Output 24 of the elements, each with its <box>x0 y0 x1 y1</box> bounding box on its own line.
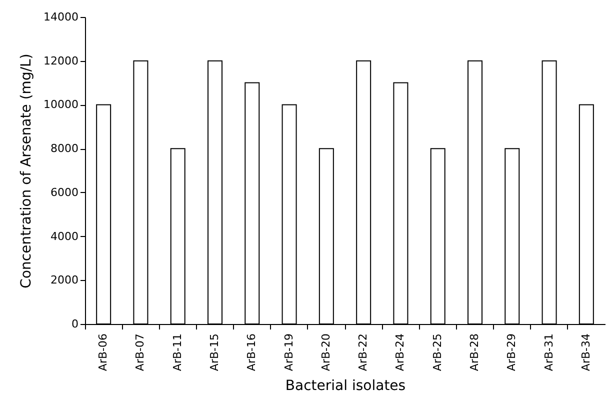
x-tick-label: ArB-15 <box>208 334 221 372</box>
y-tick-label: 14000 <box>44 10 78 24</box>
x-tick-label: ArB-25 <box>430 334 444 372</box>
x-tick-label: ArB-29 <box>505 334 518 372</box>
x-tick-label: ArB-22 <box>356 334 370 372</box>
x-tick-label: ArB-11 <box>170 334 184 372</box>
x-tick-label: ArB-28 <box>468 334 481 372</box>
x-tick-label: ArB-34 <box>579 334 592 372</box>
y-tick-label: 4000 <box>50 230 78 243</box>
y-axis-title: Concentration of Arsenate (mg/L) <box>18 54 35 288</box>
y-tick-label: 8000 <box>50 142 78 156</box>
x-tick-label: ArB-07 <box>134 334 147 372</box>
y-tick-label: 6000 <box>50 186 78 199</box>
x-tick-label: ArB-24 <box>394 334 407 372</box>
y-tick-label: 0 <box>72 318 78 330</box>
x-tick-label: ArB-06 <box>96 334 110 372</box>
y-tick-label: 10000 <box>44 98 78 112</box>
x-axis-title: Bacterial isolates <box>285 378 406 394</box>
y-tick-label: 12000 <box>44 54 78 68</box>
x-tick-label: ArB-16 <box>245 334 258 372</box>
x-tick-label: ArB-19 <box>282 334 296 372</box>
x-tick-label: ArB-31 <box>542 334 556 372</box>
y-tick-label: 2000 <box>50 274 78 287</box>
x-tick-label: ArB-20 <box>319 334 332 372</box>
